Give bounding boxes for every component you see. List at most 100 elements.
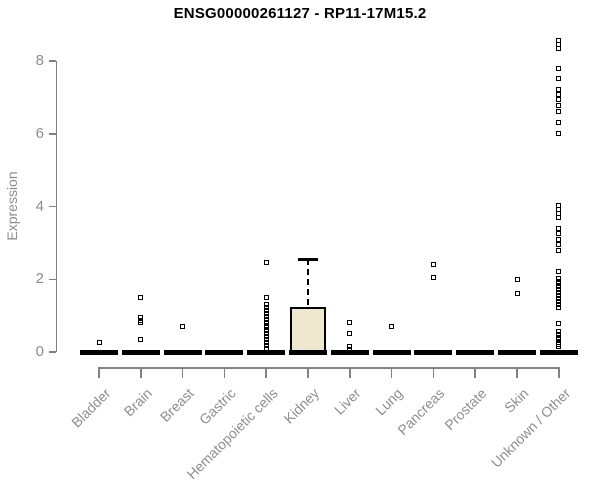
outlier-point bbox=[430, 274, 436, 280]
median-line bbox=[289, 349, 327, 355]
outlier-point bbox=[263, 319, 269, 325]
y-axis-tick bbox=[49, 205, 56, 208]
outlier-point bbox=[263, 340, 269, 346]
x-category-label: Skin bbox=[500, 385, 532, 416]
x-axis-tick bbox=[307, 367, 309, 378]
outlier-point bbox=[556, 120, 562, 126]
outlier-point bbox=[138, 294, 144, 300]
y-tick-label: 0 bbox=[35, 343, 44, 360]
median-line bbox=[163, 349, 202, 355]
outlier-point bbox=[347, 330, 353, 336]
outlier-point bbox=[556, 236, 562, 242]
outlier-point bbox=[263, 334, 269, 340]
outlier-point bbox=[556, 86, 562, 92]
outlier-point bbox=[263, 308, 269, 314]
x-axis-tick bbox=[98, 367, 100, 378]
x-axis-tick bbox=[558, 367, 560, 378]
x-category-label: Liver bbox=[331, 385, 365, 418]
outlier-point bbox=[556, 296, 562, 302]
upper-whisker bbox=[307, 259, 309, 305]
outlier-point bbox=[347, 346, 353, 352]
outlier-point bbox=[556, 231, 562, 237]
outlier-point bbox=[263, 259, 269, 265]
x-category-label: Brain bbox=[120, 385, 156, 420]
outlier-point bbox=[138, 314, 144, 320]
x-axis-tick bbox=[474, 367, 476, 378]
x-axis-line bbox=[99, 367, 561, 369]
outlier-point bbox=[556, 287, 562, 293]
outlier-point bbox=[430, 262, 436, 268]
outlier-point bbox=[263, 316, 269, 322]
outlier-point bbox=[556, 281, 562, 287]
chart-title: ENSG00000261127 - RP11-17M15.2 bbox=[173, 5, 427, 22]
outlier-point bbox=[556, 242, 562, 248]
y-tick-label: 8 bbox=[35, 52, 44, 69]
x-axis-tick bbox=[349, 367, 351, 378]
x-axis-tick bbox=[223, 367, 226, 378]
y-tick-label: 6 bbox=[35, 124, 44, 142]
x-category-label: Kidney bbox=[280, 385, 323, 427]
outlier-point bbox=[263, 310, 269, 316]
outlier-point bbox=[263, 313, 269, 319]
outlier-point bbox=[556, 293, 562, 299]
median-line bbox=[372, 349, 411, 355]
outlier-point bbox=[556, 321, 562, 327]
outlier-point bbox=[556, 334, 562, 340]
outlier-point bbox=[556, 344, 562, 350]
y-axis-line bbox=[55, 61, 57, 352]
x-axis-tick bbox=[140, 367, 142, 378]
x-axis-tick bbox=[181, 367, 184, 378]
median-line bbox=[414, 349, 453, 355]
outlier-point bbox=[556, 329, 562, 335]
outlier-point bbox=[263, 345, 269, 351]
x-category-label: Prostate bbox=[441, 385, 490, 434]
outlier-point bbox=[556, 214, 562, 220]
y-tick-label: 2 bbox=[35, 270, 44, 288]
median-line bbox=[247, 349, 286, 355]
outlier-point bbox=[263, 325, 269, 331]
outlier-point bbox=[389, 324, 395, 330]
x-category-label: Breast bbox=[156, 385, 197, 425]
outlier-point bbox=[556, 75, 562, 81]
outlier-point bbox=[556, 247, 562, 253]
outlier-point bbox=[514, 291, 520, 297]
outlier-point bbox=[556, 290, 562, 296]
x-axis-tick bbox=[516, 367, 518, 378]
x-category-label: Bladder bbox=[67, 385, 114, 431]
x-category-label: Unknown / Other bbox=[487, 385, 574, 471]
outlier-point bbox=[556, 337, 562, 343]
y-axis-tick bbox=[49, 351, 56, 353]
x-axis-tick bbox=[432, 367, 435, 378]
outlier-point bbox=[556, 275, 562, 281]
outlier-point bbox=[556, 278, 562, 284]
outlier-point bbox=[514, 276, 520, 282]
y-tick-label: 4 bbox=[35, 197, 44, 215]
outlier-point bbox=[263, 294, 269, 300]
y-axis-tick bbox=[49, 278, 56, 280]
outlier-point bbox=[263, 302, 269, 308]
outlier-point bbox=[263, 342, 269, 348]
outlier-point bbox=[556, 97, 562, 103]
median-line bbox=[80, 349, 118, 355]
median-line bbox=[205, 349, 244, 355]
y-axis-tick bbox=[49, 133, 56, 135]
y-axis-tick bbox=[49, 60, 56, 62]
outlier-point bbox=[347, 319, 353, 325]
outlier-point bbox=[556, 108, 562, 114]
x-axis-tick bbox=[265, 367, 267, 378]
outlier-point bbox=[263, 305, 269, 311]
outlier-point bbox=[556, 91, 562, 97]
outlier-point bbox=[180, 324, 186, 330]
box-iqr bbox=[290, 306, 326, 352]
outlier-point bbox=[263, 337, 269, 343]
median-line bbox=[330, 349, 369, 355]
x-category-label: Lung bbox=[372, 385, 406, 419]
outlier-point bbox=[556, 339, 562, 345]
whisker-cap bbox=[298, 258, 318, 261]
outlier-point bbox=[556, 65, 562, 71]
outlier-point bbox=[556, 225, 562, 231]
outlier-point bbox=[556, 46, 562, 52]
outlier-point bbox=[138, 317, 144, 323]
outlier-point bbox=[263, 331, 269, 337]
